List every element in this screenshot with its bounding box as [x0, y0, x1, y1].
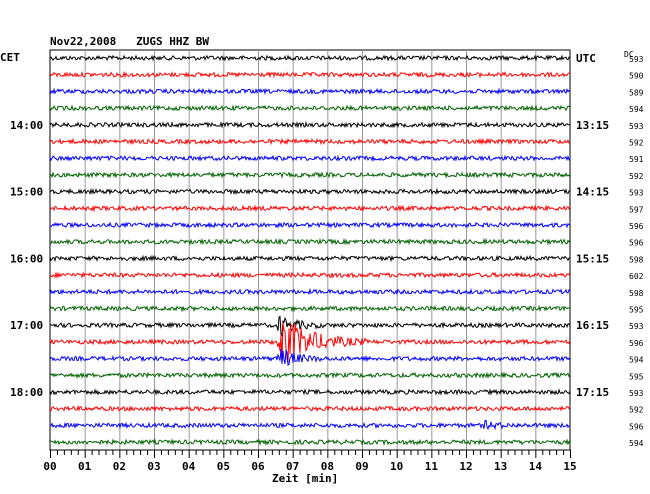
trace-0 — [49, 54, 571, 62]
x-tick-label: 02 — [113, 460, 126, 473]
trace-1 — [49, 70, 571, 79]
utc-time-label: 17:15 — [576, 386, 609, 399]
x-tick-label: 00 — [43, 460, 56, 473]
trace-10 — [50, 221, 571, 229]
dc-value: 589 — [629, 88, 644, 97]
dc-value: 593 — [629, 189, 644, 198]
trace-3 — [49, 104, 571, 112]
trace-6 — [49, 154, 571, 162]
dc-value: 590 — [629, 72, 644, 81]
x-tick-label: 15 — [563, 460, 576, 473]
x-tick-label: 03 — [147, 460, 160, 473]
cet-time-label: 15:00 — [10, 186, 43, 199]
trace-2 — [49, 87, 571, 96]
grid — [49, 49, 571, 451]
dc-value: 598 — [629, 289, 644, 298]
dc-column-label: DC — [624, 50, 634, 59]
dc-value: 594 — [629, 356, 644, 365]
x-tick-label: 10 — [390, 460, 403, 473]
dc-value: 596 — [629, 239, 644, 248]
trace-17 — [49, 322, 571, 363]
trace-19 — [49, 371, 571, 380]
cet-time-label: 17:00 — [10, 319, 43, 332]
dc-value: 595 — [629, 306, 644, 315]
dc-value: 596 — [629, 222, 644, 231]
trace-18 — [49, 349, 571, 367]
x-axis-title: Zeit [min] — [272, 472, 338, 485]
trace-8 — [49, 187, 571, 196]
traces — [49, 54, 571, 446]
cet-axis-label: CET — [0, 51, 20, 64]
utc-time-label: 15:15 — [576, 252, 609, 265]
dc-value: 593 — [629, 389, 644, 398]
dc-value: 598 — [629, 255, 644, 264]
x-tick-label: 04 — [182, 460, 196, 473]
utc-time-label: 16:15 — [576, 319, 609, 332]
trace-13 — [49, 271, 571, 280]
trace-15 — [49, 304, 571, 313]
trace-9 — [49, 204, 571, 213]
x-tick-label: 07 — [286, 460, 299, 473]
dc-value: 592 — [629, 406, 644, 415]
trace-12 — [49, 254, 571, 263]
x-tick-label: 09 — [355, 460, 368, 473]
x-axis: 00 01 02 03 04 05 06 07 08 09 10 11 12 13 14 15 — [43, 449, 577, 473]
trace-21 — [49, 404, 571, 413]
utc-time-label: 13:15 — [576, 119, 609, 132]
x-tick-label: 13 — [494, 460, 507, 473]
trace-16 — [49, 315, 571, 337]
trace-14 — [49, 287, 571, 296]
cet-time-label: 16:00 — [10, 252, 43, 265]
trace-20 — [49, 388, 571, 396]
cet-time-label: 18:00 — [10, 386, 43, 399]
x-tick-label: 08 — [321, 460, 334, 473]
dc-value: 594 — [629, 439, 644, 448]
trace-5 — [49, 137, 571, 146]
dc-value: 592 — [629, 139, 644, 148]
dc-value: 593 — [629, 322, 644, 331]
utc-time-label: 14:15 — [576, 186, 609, 199]
x-tick-label: 12 — [459, 460, 472, 473]
x-tick-label: 11 — [425, 460, 439, 473]
dc-value: 593 — [629, 55, 644, 64]
dc-value: 593 — [629, 122, 644, 131]
trace-11 — [49, 237, 571, 246]
x-tick-label: 06 — [251, 460, 265, 473]
dc-value: 596 — [629, 339, 644, 348]
dc-value: 592 — [629, 172, 644, 181]
dc-value: 597 — [629, 205, 644, 214]
time-labels: 14:00 15:00 16:00 17:00 18:00 UTC 13:15 14:15 15… — [10, 52, 644, 448]
dc-value: 595 — [629, 372, 644, 381]
trace-23 — [49, 438, 571, 446]
x-tick-label: 01 — [78, 460, 92, 473]
x-tick-label: 14 — [529, 460, 543, 473]
x-tick-label: 05 — [217, 460, 230, 473]
trace-4 — [49, 120, 571, 129]
dc-value: 594 — [629, 105, 644, 114]
trace-7 — [49, 171, 571, 179]
dc-value: 596 — [629, 422, 644, 431]
cet-time-label: 14:00 — [10, 119, 43, 132]
dc-value: 602 — [629, 272, 644, 281]
dc-value: 591 — [629, 155, 644, 164]
chart-title: Nov22,2008 ZUGS HHZ BW — [50, 35, 209, 48]
trace-22 — [49, 419, 571, 431]
utc-axis-label: UTC — [576, 52, 596, 65]
